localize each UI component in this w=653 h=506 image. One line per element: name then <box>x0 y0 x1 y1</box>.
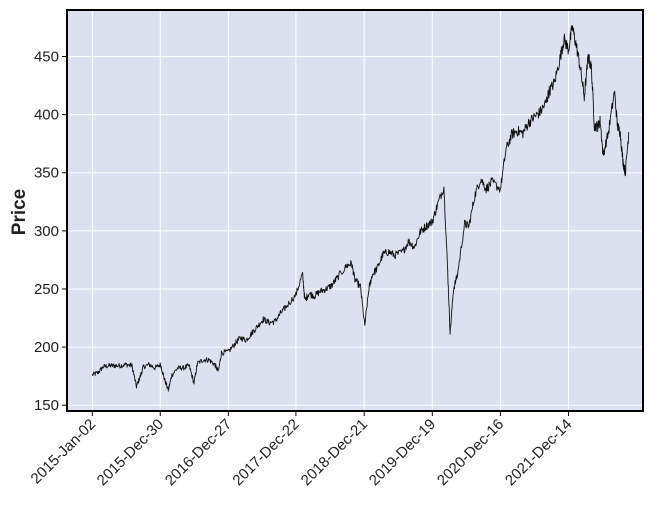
y-axis-label: Price <box>9 189 30 235</box>
x-tick-label: 2015-Dec-30 <box>94 416 167 489</box>
x-axis: 2015-Jan-022015-Dec-302016-Dec-272017-De… <box>28 411 575 489</box>
y-axis: 150 200 250 300 350 400 450 <box>34 48 67 414</box>
price-series-line <box>91 25 630 392</box>
y-tick-label: 300 <box>34 223 59 240</box>
x-tick-label: 2018-Dec-21 <box>298 416 371 489</box>
x-tick-label: 2017-Dec-22 <box>229 416 302 489</box>
y-tick-label: 350 <box>34 165 59 182</box>
y-tick-label: 200 <box>34 339 59 356</box>
x-tick-label: 2015-Jan-02 <box>28 416 100 488</box>
y-tick-label: 150 <box>34 397 59 414</box>
plot-background <box>67 10 643 411</box>
grid-lines <box>67 10 643 411</box>
x-tick-label: 2019-Dec-19 <box>366 416 439 489</box>
x-tick-label: 2020-Dec-16 <box>434 416 507 489</box>
x-tick-label: 2021-Dec-14 <box>502 416 575 489</box>
y-tick-label: 400 <box>34 107 59 124</box>
y-tick-label: 450 <box>34 48 59 65</box>
plot-frame <box>66 9 644 412</box>
x-tick-label: 2016-Dec-27 <box>162 416 235 489</box>
y-tick-label: 250 <box>34 281 59 298</box>
